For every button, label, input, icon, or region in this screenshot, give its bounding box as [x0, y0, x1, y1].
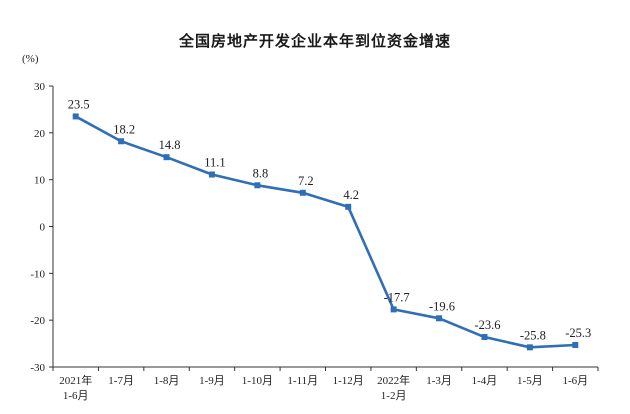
series-line	[75, 115, 576, 349]
data-point	[299, 189, 306, 196]
y-tick-label: 10	[34, 175, 46, 187]
data-label: 11.1	[204, 156, 225, 170]
data-label: -25.3	[565, 326, 591, 340]
data-point	[572, 341, 579, 348]
data-point	[526, 344, 533, 351]
data-point	[72, 113, 79, 120]
data-point	[118, 138, 125, 145]
x-tick-label: 1-10月	[242, 375, 273, 387]
data-point	[208, 171, 215, 178]
data-label: 23.5	[68, 97, 90, 111]
data-point	[481, 334, 488, 341]
x-tick-label: 1-7月	[108, 375, 134, 387]
data-point	[345, 203, 352, 210]
x-tick-label: 1-6月	[63, 390, 89, 402]
y-tick-label: -10	[30, 268, 45, 280]
data-point	[254, 182, 261, 189]
x-tick-label: 1-9月	[199, 375, 225, 387]
x-tick-label: 2021年	[59, 373, 92, 387]
x-tick-label: 2022年	[377, 373, 410, 387]
x-tick-label: 1-4月	[472, 375, 498, 387]
data-label: -25.8	[520, 328, 546, 342]
data-label: 7.2	[298, 174, 314, 188]
data-label: 18.2	[113, 122, 135, 136]
y-tick-label: 0	[40, 222, 46, 234]
x-tick-label: 1-5月	[517, 375, 543, 387]
data-label: -19.6	[429, 299, 455, 313]
series-layer: 23.5 18.2 14.8 11.1 8.8 7.2 4.2 -17.7 -19.6 -23.6…	[68, 97, 591, 351]
data-point	[163, 154, 170, 161]
data-label: 14.8	[159, 138, 181, 152]
data-point	[436, 315, 443, 322]
y-unit-label: (%)	[22, 53, 39, 65]
chart-title: 全国房地产开发企业本年到位资金增速	[178, 32, 451, 50]
x-tick-label: 1-3月	[426, 375, 452, 387]
axes: (%) 30 20 10 0 -10 -20 -30 2021年 1-6月 1-7月 1-8月 1-9月…	[22, 53, 599, 402]
data-point	[390, 306, 397, 313]
y-tick-label: 30	[34, 81, 46, 93]
x-tick-label: 1-11月	[287, 375, 318, 387]
data-label: -23.6	[474, 318, 500, 332]
x-tick-label: 1-6月	[562, 375, 588, 387]
y-tick-label: -20	[30, 315, 45, 327]
y-tick-label: 20	[34, 128, 46, 140]
data-label: 8.8	[253, 166, 269, 180]
x-tick-label: 1-12月	[333, 375, 364, 387]
y-tick-label: -30	[30, 362, 45, 374]
data-label: -17.7	[384, 290, 410, 304]
x-tick-label: 1-8月	[154, 375, 180, 387]
data-label: 4.2	[343, 188, 359, 202]
x-tick-label: 1-2月	[381, 390, 407, 402]
